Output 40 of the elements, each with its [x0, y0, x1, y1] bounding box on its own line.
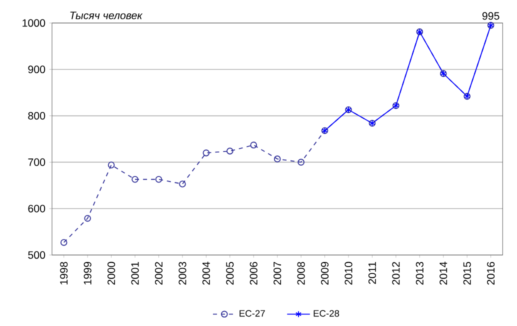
- x-tick-label: 2014: [440, 262, 448, 285]
- y-tick-label: 1000: [22, 19, 46, 27]
- y-tick-label: 600: [28, 204, 46, 212]
- point: [179, 180, 186, 188]
- x-tick-label: 2009: [321, 262, 329, 285]
- x-tick-label: 2006: [250, 262, 258, 285]
- x-tick-label: 2011: [368, 262, 376, 284]
- x-tick-label: 2013: [416, 262, 424, 285]
- point: [298, 158, 304, 166]
- x-tick-label: 2010: [344, 262, 352, 285]
- x-tick-label: 1998: [60, 262, 68, 284]
- x-tick-label: 2012: [392, 262, 400, 285]
- y-axis-title: Тысяч человек: [70, 12, 143, 20]
- point: [132, 176, 138, 183]
- x-tick-label: 2005: [226, 262, 234, 285]
- point: [60, 239, 68, 246]
- x-tick-label: 2004: [202, 262, 210, 285]
- data-label: 995: [482, 12, 500, 20]
- y-tick-label: 900: [28, 66, 46, 74]
- point: [108, 162, 115, 168]
- point: [202, 150, 210, 156]
- point: [84, 214, 91, 222]
- x-tick-label: 2002: [154, 262, 163, 285]
- x-tick-label: 2001: [131, 262, 139, 285]
- x-tick-label: 2007: [274, 262, 282, 285]
- y-tick-label: 500: [28, 251, 46, 259]
- x-tick-label: 2003: [178, 262, 186, 285]
- point: [250, 142, 258, 148]
- x-tick-label: 2008: [297, 262, 305, 285]
- y-tick-label: 700: [28, 158, 46, 166]
- x-tick-label: 2016: [487, 262, 495, 285]
- y-tick-label: 800: [28, 112, 46, 120]
- legend-label: ЕС-27: [240, 310, 265, 317]
- x-tick-label: 2015: [463, 262, 471, 285]
- point: [274, 156, 281, 162]
- point: [226, 148, 234, 154]
- legend-label: ЕС-28: [314, 310, 340, 317]
- point: [155, 176, 162, 183]
- x-tick-label: 1999: [84, 262, 92, 284]
- x-tick-label: 2000: [108, 262, 116, 285]
